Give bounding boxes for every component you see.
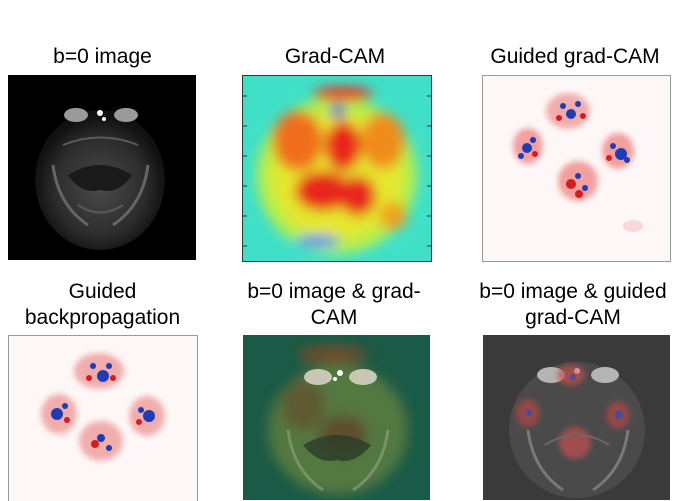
panel-title-grad-cam: Grad-CAM (284, 45, 386, 68)
image-guided-backpropagation (8, 335, 198, 501)
image-b0-guided-gradcam-overlay (483, 335, 670, 500)
image-grad-cam-heatmap (242, 75, 432, 262)
image-b0-gradcam-overlay (243, 335, 430, 500)
panel-title-b0-image: b=0 image (53, 45, 152, 68)
image-b0-mri (8, 75, 196, 260)
panel-title-guided-backpropagation: Guided backpropagation (24, 280, 181, 329)
image-guided-grad-cam (482, 75, 671, 262)
panel-title-b0-gradcam-overlay: b=0 image & grad- CAM (247, 280, 421, 329)
panel-title-b0-guided-gradcam-overlay: b=0 image & guided grad-CAM (479, 280, 667, 329)
panel-title-guided-grad-cam: Guided grad-CAM (490, 45, 660, 68)
